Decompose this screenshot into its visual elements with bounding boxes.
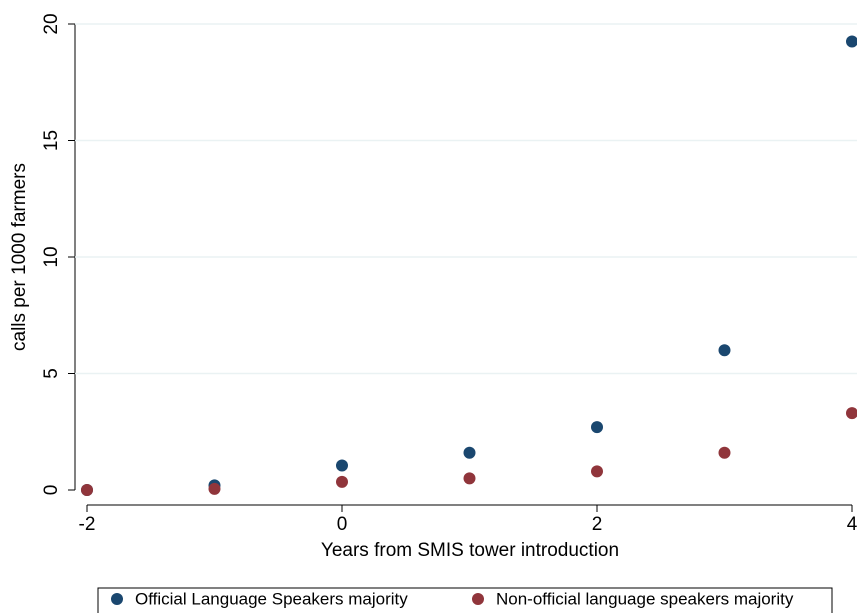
point [718, 446, 731, 459]
x-tick-label: -2 [79, 514, 96, 535]
point [463, 446, 476, 459]
legend-label: Official Language Speakers majority [135, 589, 408, 608]
y-tick-label: 5 [41, 368, 62, 379]
y-tick-label: 0 [41, 485, 62, 496]
point [336, 459, 348, 472]
x-tick-label: 2 [592, 514, 603, 535]
point [463, 472, 476, 485]
point [591, 421, 603, 434]
point [718, 344, 731, 357]
y-tick-label: 10 [41, 246, 62, 267]
point [591, 465, 603, 478]
y-tick-label: 15 [41, 130, 62, 151]
y-axis-label: calls per 1000 farmers [9, 163, 30, 351]
point [336, 475, 348, 488]
point [208, 482, 221, 495]
y-tick-label: 20 [41, 13, 62, 34]
point [846, 35, 857, 48]
legend-box [97, 587, 833, 613]
x-tick-label: 4 [847, 514, 857, 535]
point [846, 407, 857, 420]
legend-label: Non-official language speakers majority [496, 589, 794, 608]
legend-marker [111, 593, 123, 605]
point [81, 484, 93, 496]
x-tick-label: 0 [337, 514, 348, 535]
legend-marker [472, 593, 484, 605]
x-axis-label: Years from SMIS tower introduction [321, 540, 619, 561]
